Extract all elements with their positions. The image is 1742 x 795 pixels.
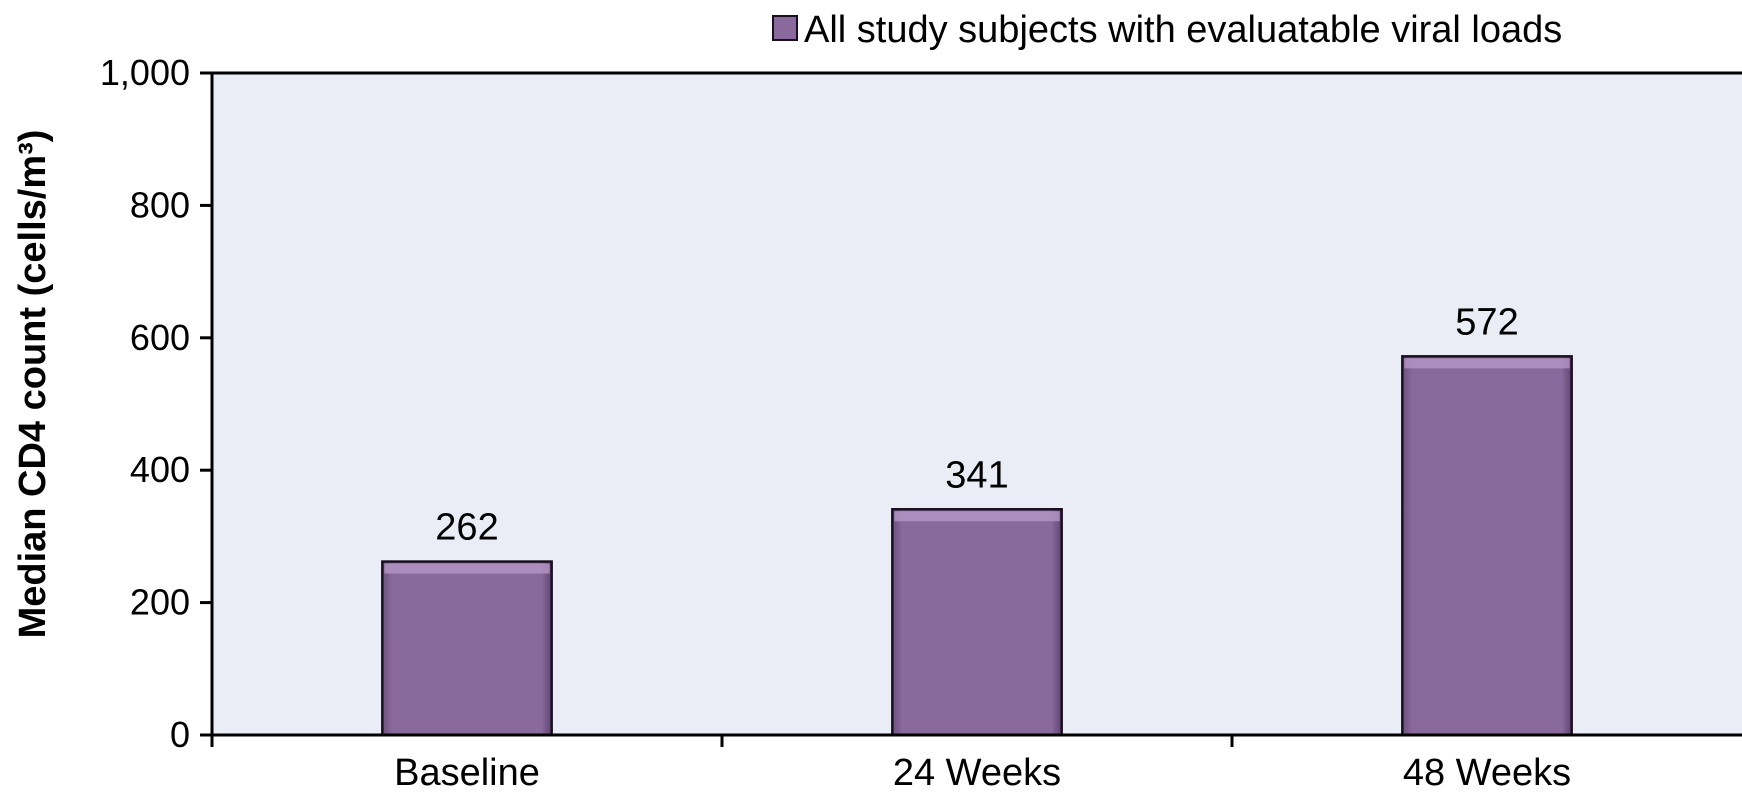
bar-highlight [384, 563, 550, 574]
y-tick-label: 400 [130, 449, 190, 490]
bar-highlight [1404, 358, 1570, 369]
bar-highlight [894, 511, 1060, 522]
y-tick-label: 0 [170, 714, 190, 755]
x-tick-label: Baseline [394, 752, 540, 794]
data-label: 572 [1455, 301, 1518, 343]
axes-layer [200, 71, 1742, 747]
y-tick-label: 600 [130, 317, 190, 358]
y-axis-title: Median CD4 count (cells/m³) [12, 130, 54, 639]
y-tick-label: 800 [130, 184, 190, 225]
bars-layer [381, 355, 1573, 737]
legend-swatch [772, 15, 798, 41]
data-label: 262 [435, 507, 498, 549]
bar [381, 560, 553, 737]
legend: All study subjects with evaluatable vira… [772, 9, 1562, 51]
bar [1401, 355, 1573, 737]
y-tick-label: 1,000 [100, 52, 190, 93]
data-label: 341 [945, 454, 1008, 496]
x-tick-label: 24 Weeks [893, 752, 1061, 794]
bar [891, 508, 1063, 737]
x-tick-label: 48 Weeks [1403, 752, 1571, 794]
labels-layer: 0 200 400 600 800 1,000 262 Baseline 341 24 Weeks… [100, 52, 1571, 794]
legend-label: All study subjects with evaluatable vira… [804, 9, 1562, 51]
y-tick-label: 200 [130, 582, 190, 623]
